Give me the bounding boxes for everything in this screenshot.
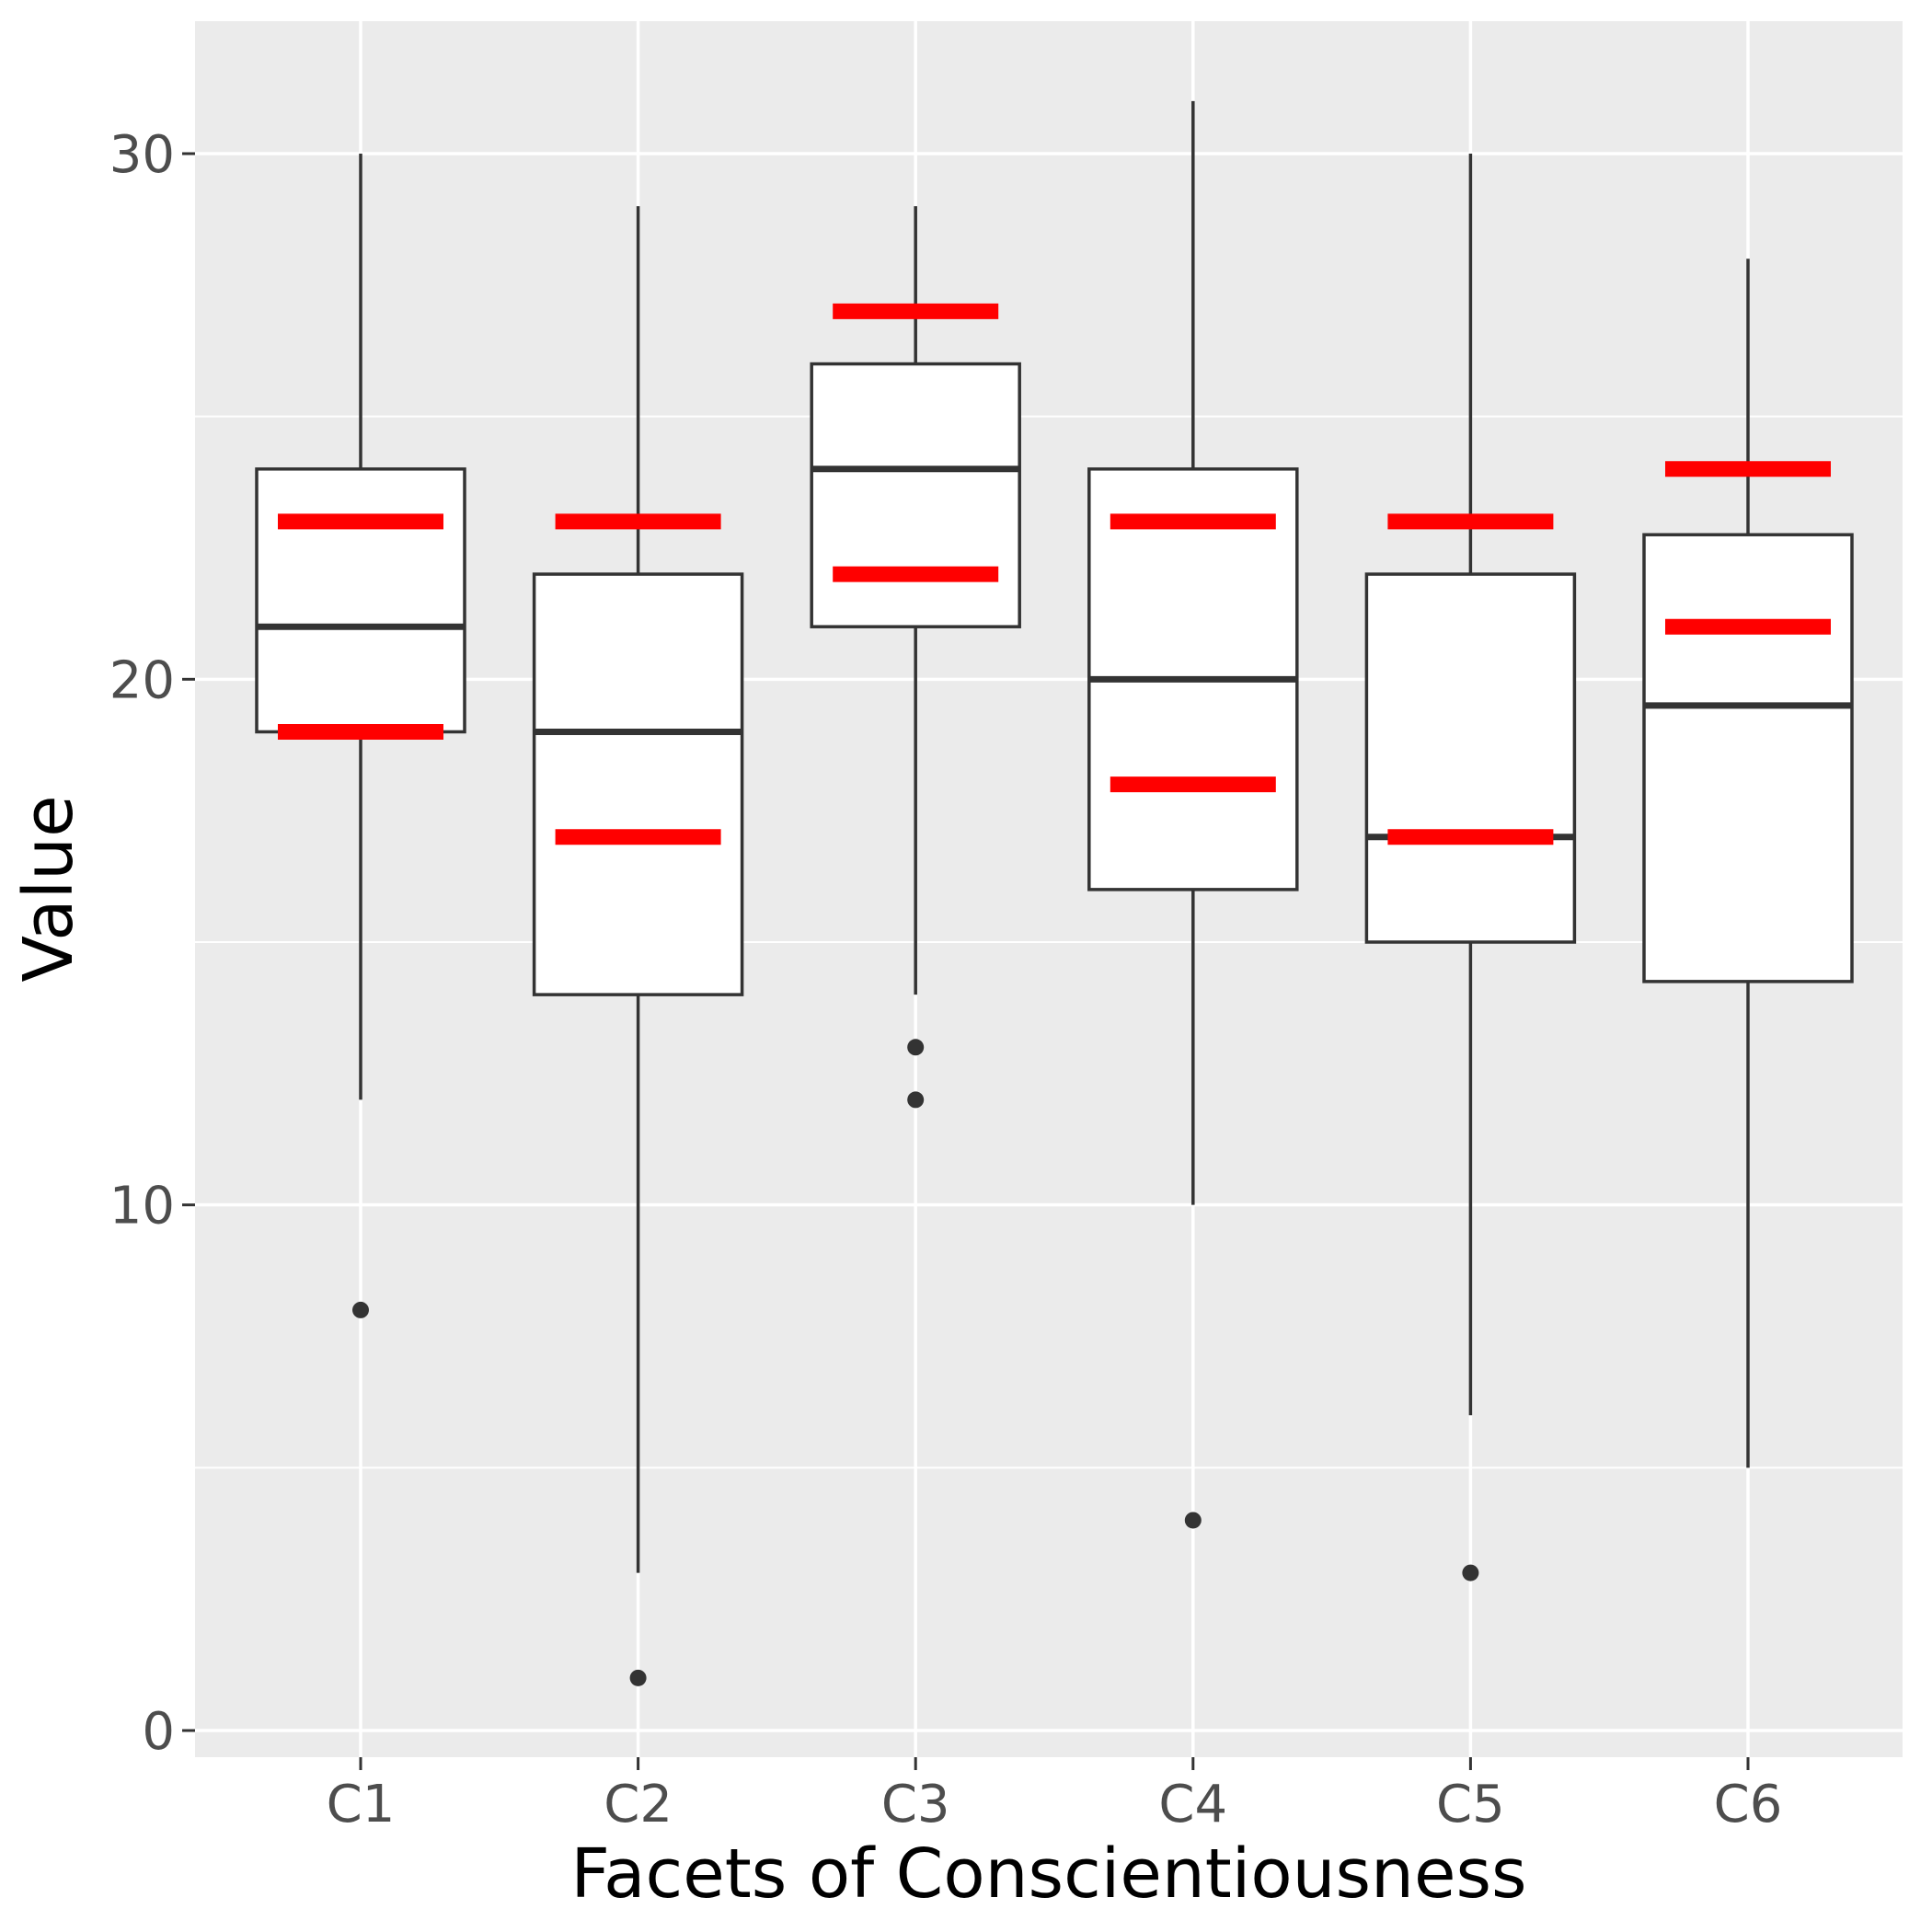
- x-axis: C1 C2 C3 C4 C5 C6: [327, 1757, 1783, 1834]
- box-iqr: [810, 362, 1021, 628]
- x-tick-label: C1: [327, 1775, 396, 1834]
- outlier-point: [907, 1091, 925, 1109]
- box-c1: [255, 154, 466, 1318]
- outlier-point: [629, 1669, 647, 1686]
- outlier-point: [1462, 1564, 1479, 1581]
- outlier-point: [352, 1301, 369, 1318]
- x-tick-label: C2: [604, 1775, 673, 1834]
- x-tick-label: C5: [1436, 1775, 1505, 1834]
- y-tick-label: 30: [109, 125, 175, 185]
- y-axis: 0 10 20 30: [109, 125, 195, 1762]
- box-c6: [1642, 259, 1854, 1468]
- y-tick-label: 0: [142, 1702, 175, 1762]
- x-tick-label: C4: [1158, 1775, 1227, 1834]
- box-iqr: [1364, 572, 1577, 944]
- box-series: [255, 100, 1854, 1686]
- x-tick-label: C6: [1714, 1775, 1783, 1834]
- y-tick-label: 10: [109, 1177, 175, 1236]
- box-c4: [1087, 100, 1299, 1529]
- box-iqr: [1642, 533, 1854, 983]
- box-iqr: [532, 572, 744, 996]
- box-c2: [532, 206, 744, 1686]
- x-axis-title: Facets of Conscientiousness: [570, 1834, 1526, 1914]
- outlier-point: [907, 1039, 925, 1056]
- red-mark-series: [278, 303, 1831, 845]
- y-axis-title: Value: [9, 795, 88, 982]
- x-tick-label: C3: [881, 1775, 950, 1834]
- box-c3: [810, 206, 1021, 1109]
- minor-gridlines: [195, 415, 1903, 1469]
- y-tick-label: 20: [109, 650, 175, 710]
- box-iqr: [255, 467, 466, 734]
- outlier-point: [1184, 1512, 1202, 1529]
